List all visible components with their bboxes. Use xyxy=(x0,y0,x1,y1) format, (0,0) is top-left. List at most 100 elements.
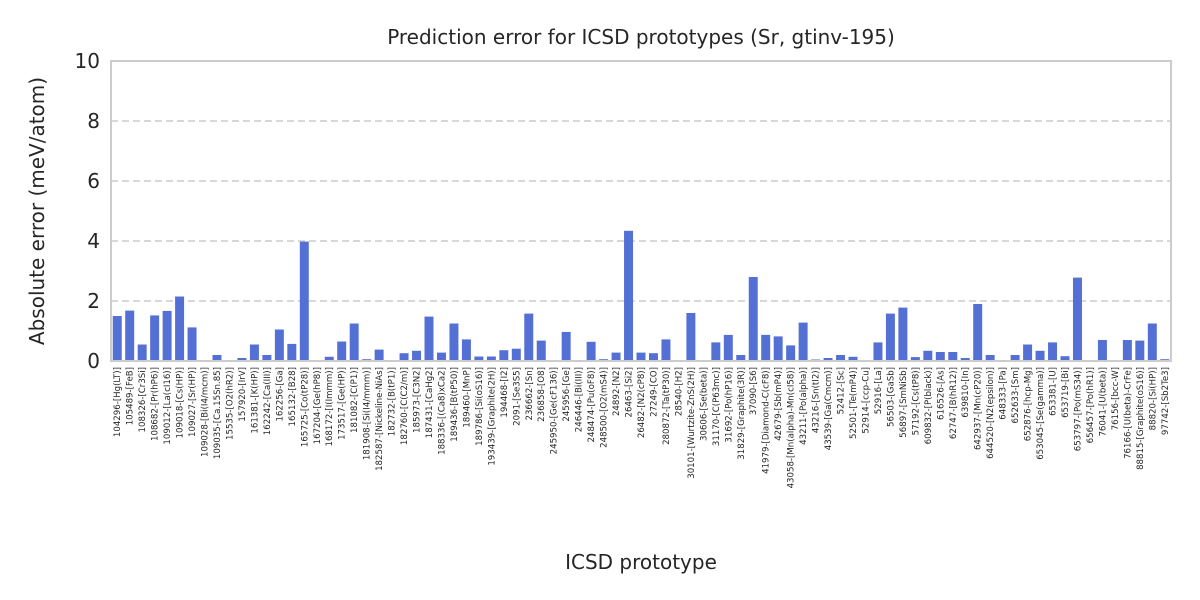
x-tick-label: 43058-[Mn(alpha)-Mn(cI58)] xyxy=(787,367,797,488)
y-tick-label: 10 xyxy=(75,49,100,73)
bar xyxy=(736,355,746,361)
x-tick-label: 97742-[Sb2Te3] xyxy=(1161,367,1171,435)
bar xyxy=(836,355,846,361)
bar xyxy=(985,355,995,361)
x-tick-labels: 104296-[Hg(LT)] 105489-[FeB] 108326-[Cr3Si… xyxy=(113,367,1171,488)
bar xyxy=(150,315,160,361)
x-tick-label: 42679-[Sb(mP4)] xyxy=(774,367,784,441)
x-tick-label: 165725-[Co(tP28)] xyxy=(300,367,310,447)
bar xyxy=(162,310,172,361)
y-tick-label: 8 xyxy=(87,109,100,133)
x-tick-label: 182587-[Nickeline-NiAs] xyxy=(375,367,385,471)
x-tick-label: 193439-[Graphite(2H)] xyxy=(487,367,497,466)
x-tick-label: 52412-[Sc] xyxy=(837,367,847,414)
bar xyxy=(412,350,422,361)
x-tick-label: 188336-[(Ca8)xCa2] xyxy=(437,367,447,455)
x-tick-label: 652876-[hcp-Mg] xyxy=(1024,367,1034,441)
bar xyxy=(1072,277,1082,361)
bar xyxy=(262,355,272,361)
bar xyxy=(1122,340,1132,361)
x-tick-label: 181082-[C(P1)] xyxy=(350,367,360,433)
bar xyxy=(948,352,958,361)
x-tick-label: 194468-[I2] xyxy=(500,367,510,418)
bar xyxy=(1023,344,1033,361)
bar xyxy=(661,339,671,361)
x-tick-label: 652633-[Sm] xyxy=(1011,367,1021,423)
x-tick-label: 109035-[Ca.15Sn.85] xyxy=(213,367,223,459)
x-tick-label: 31170-[C(P63mc)] xyxy=(712,367,722,446)
x-tick-label: 181908-[Si(I4/mmm)] xyxy=(363,367,373,460)
bar xyxy=(723,334,733,361)
bar xyxy=(1035,350,1045,361)
x-tick-label: 173517-[Ge(HP)] xyxy=(338,367,348,440)
bar xyxy=(711,342,721,361)
x-tick-label: 616526-[As] xyxy=(936,367,946,420)
x-tick-label: 30101-[Wurtzite-ZnS(2H)] xyxy=(687,367,697,479)
bar xyxy=(910,357,920,361)
x-tick-label: 185973-[C3N2] xyxy=(413,367,423,433)
bar xyxy=(399,353,409,361)
x-tick-label: 162256-[Ga] xyxy=(275,367,285,422)
x-tick-label: 189460-[MnP] xyxy=(462,367,472,428)
x-tick-label: 280872-[Ta(tP30)] xyxy=(662,367,672,445)
x-axis-label: ICSD prototype xyxy=(565,550,717,574)
x-tick-label: 236662-[Sn] xyxy=(525,367,535,421)
x-tick-label: 162242-[Ca(III)] xyxy=(263,367,273,435)
bar xyxy=(1048,342,1058,361)
x-tick-label: 187431-[CaHg2] xyxy=(425,367,435,438)
x-tick-label: 653381-[U] xyxy=(1049,367,1059,416)
x-tick-label: 15535-[O2(hR2)] xyxy=(225,367,235,440)
bar xyxy=(885,313,895,361)
x-tick-label: 56503-[GaSb] xyxy=(886,367,896,427)
x-tick-label: 88815-[Graphite(oS16)] xyxy=(1136,367,1146,470)
x-tick-label: 108682-[Pr(hP6)] xyxy=(151,367,161,441)
x-tick-label: 62747-[B(hR12)] xyxy=(949,367,959,439)
bar xyxy=(324,356,334,361)
chart-title: Prediction error for ICSD prototypes (Sr… xyxy=(387,25,895,49)
x-tick-label: 26463-[Si2] xyxy=(625,367,635,417)
bar xyxy=(499,350,509,361)
x-tick-label: 76041-[U(beta)] xyxy=(1098,367,1108,437)
x-tick-label: 653719-[Bi] xyxy=(1061,367,1071,418)
x-tick-label: 76166-[U(beta)-CrFe] xyxy=(1123,367,1133,459)
bar xyxy=(848,356,858,361)
x-tick-label: 76156-[bcc-W] xyxy=(1111,367,1121,430)
bar xyxy=(1010,355,1020,361)
x-tick-label: 37090-[S6] xyxy=(749,367,759,415)
x-tick-label: 189786-[Si(oS16)] xyxy=(475,367,485,446)
x-tick-label: 236858-[O8] xyxy=(537,367,547,422)
bar xyxy=(648,353,658,361)
bar xyxy=(424,316,434,361)
bar xyxy=(461,339,471,361)
plot-frame xyxy=(110,60,1172,362)
gridlines xyxy=(111,120,1171,302)
bar xyxy=(436,352,446,361)
bar xyxy=(773,336,783,361)
bar xyxy=(237,358,247,361)
bars xyxy=(112,230,1170,361)
x-tick-label: 168172-[I(Immm)] xyxy=(325,367,335,447)
x-tick-label: 31829-[Graphite(3R)] xyxy=(737,367,747,460)
x-tick-label: 52501-[Te(mP4)] xyxy=(849,367,859,439)
x-tick-label: 56897-[SmNiSb] xyxy=(899,367,909,438)
x-tick-label: 2091-[Se3S5] xyxy=(512,367,522,426)
x-tick-label: 27249-[CO] xyxy=(649,367,659,417)
bar xyxy=(511,348,521,361)
bar xyxy=(586,341,596,361)
x-tick-label: 248500-[O2(mS4)] xyxy=(600,367,610,448)
bar xyxy=(349,323,359,361)
x-tick-label: 43211-[Po(alpha)] xyxy=(799,367,809,445)
x-tick-label: 52916-[La] xyxy=(874,367,884,414)
bar xyxy=(299,241,309,361)
bar xyxy=(274,329,284,361)
y-tick-label: 2 xyxy=(87,289,100,313)
x-tick-label: 182732-[B(tP1)] xyxy=(388,367,398,436)
bar xyxy=(761,334,771,361)
y-tick-label: 0 xyxy=(87,349,100,373)
x-tick-label: 108326-[Cr3Si] xyxy=(138,367,148,432)
y-tick-labels: 0 2 4 6 8 10 xyxy=(75,49,100,373)
bar xyxy=(823,358,833,361)
bar xyxy=(374,349,384,361)
x-tick-label: 26482-[N2(cP8)] xyxy=(637,367,647,438)
